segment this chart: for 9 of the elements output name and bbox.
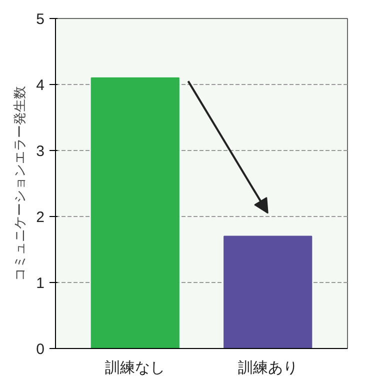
y-tick-label: 0 [36,341,44,358]
x-tick-label: 訓練あり [238,360,298,376]
y-tick-label: 3 [36,143,44,160]
y-tick-label: 1 [36,275,44,292]
y-tick-label: 2 [36,209,44,226]
y-axis-title: コミュニケーションエラー発生数 [13,86,28,281]
y-tick-label: 4 [36,77,44,94]
x-tick-label: 訓練なし [105,360,166,376]
y-tick-label: 5 [36,11,44,28]
